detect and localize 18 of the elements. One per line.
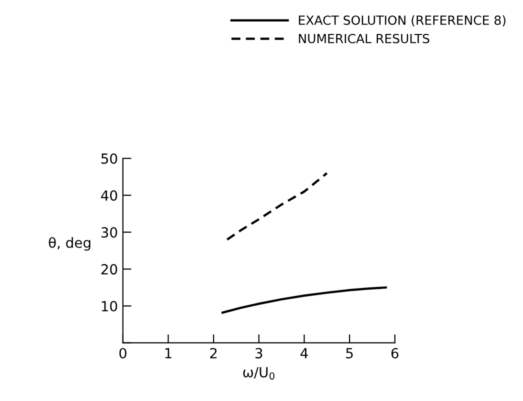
x-tick-label: 5: [346, 348, 353, 358]
x-tick-label: 2: [210, 348, 217, 358]
y-tick-label: 30: [101, 227, 118, 238]
y-tick-label: 50: [101, 153, 118, 164]
x-tick-label: 4: [300, 348, 308, 358]
y-tick-label: 10: [102, 300, 118, 312]
x-axis-title: ω/U$_{0}$: [243, 367, 274, 380]
line-series: [222, 286, 387, 314]
legend-label: EXACT SOLUTION (REFERENCE 8): [298, 15, 506, 26]
y-tick-label: 40: [101, 190, 118, 201]
y-axis-title: θ, deg: [48, 237, 90, 251]
x-tick-label: 6: [391, 348, 398, 358]
x-tick-label: 0: [119, 348, 126, 358]
x-tick-label: 1: [165, 348, 172, 358]
y-tick-label: 20: [101, 264, 118, 275]
legend-label: NUMERICAL RESULTS: [298, 34, 430, 44]
line-series: [226, 172, 328, 241]
x-tick-label: 3: [256, 348, 262, 358]
